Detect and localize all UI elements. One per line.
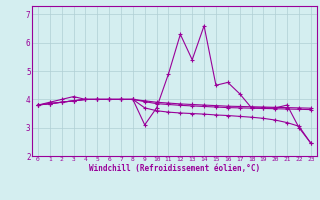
X-axis label: Windchill (Refroidissement éolien,°C): Windchill (Refroidissement éolien,°C) [89,164,260,173]
